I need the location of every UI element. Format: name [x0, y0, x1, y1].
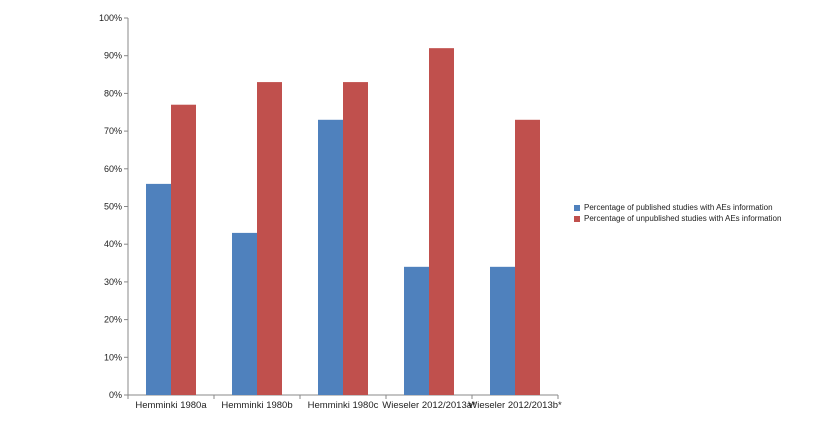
bar-unpublished [257, 82, 282, 395]
legend-swatch-published [574, 204, 580, 211]
y-tick-label: 60% [104, 164, 122, 174]
bar-published [404, 266, 429, 395]
bar-unpublished [171, 104, 196, 396]
x-category-label: Hemminki 1980a [135, 400, 207, 411]
x-category-label: Hemminki 1980c [308, 400, 379, 411]
y-tick-label: 50% [104, 202, 122, 212]
bar-unpublished [515, 119, 540, 395]
y-tick-label: 90% [104, 51, 122, 61]
chart-legend: Percentage of published studies with AEs… [574, 202, 781, 224]
bar-unpublished [343, 82, 368, 395]
y-tick-label: 30% [104, 277, 122, 287]
legend-item-unpublished: Percentage of unpublished studies with A… [574, 213, 781, 224]
bar-published [232, 232, 257, 395]
chart-labels: 0% 10% 20% 30% 40% 50% 60% 70% 80% 90% 100% Hemmink… [99, 13, 562, 411]
bar-published [146, 183, 171, 395]
y-tick-label: 40% [104, 239, 122, 249]
chart-bars [146, 48, 540, 396]
legend-label-unpublished: Percentage of unpublished studies with A… [584, 214, 782, 223]
bar-published [318, 119, 343, 395]
y-tick-label: 20% [104, 315, 122, 325]
y-tick-label: 70% [104, 126, 122, 136]
x-category-label: Wieseler 2012/2013b* [468, 400, 562, 411]
bar-published [490, 266, 515, 395]
legend-label-published: Percentage of published studies with AEs… [584, 203, 773, 212]
bar-unpublished [429, 48, 454, 395]
y-tick-label: 80% [104, 88, 122, 98]
chart-axes [124, 17, 559, 399]
y-tick-label: 0% [109, 390, 122, 400]
x-category-label: Hemminki 1980b [221, 400, 292, 411]
legend-item-published: Percentage of published studies with AEs… [574, 202, 781, 213]
legend-swatch-unpublished [574, 215, 580, 222]
y-tick-label: 10% [104, 352, 122, 362]
x-category-label: Wieseler 2012/2013a* [382, 400, 476, 411]
y-tick-label: 100% [99, 13, 122, 23]
